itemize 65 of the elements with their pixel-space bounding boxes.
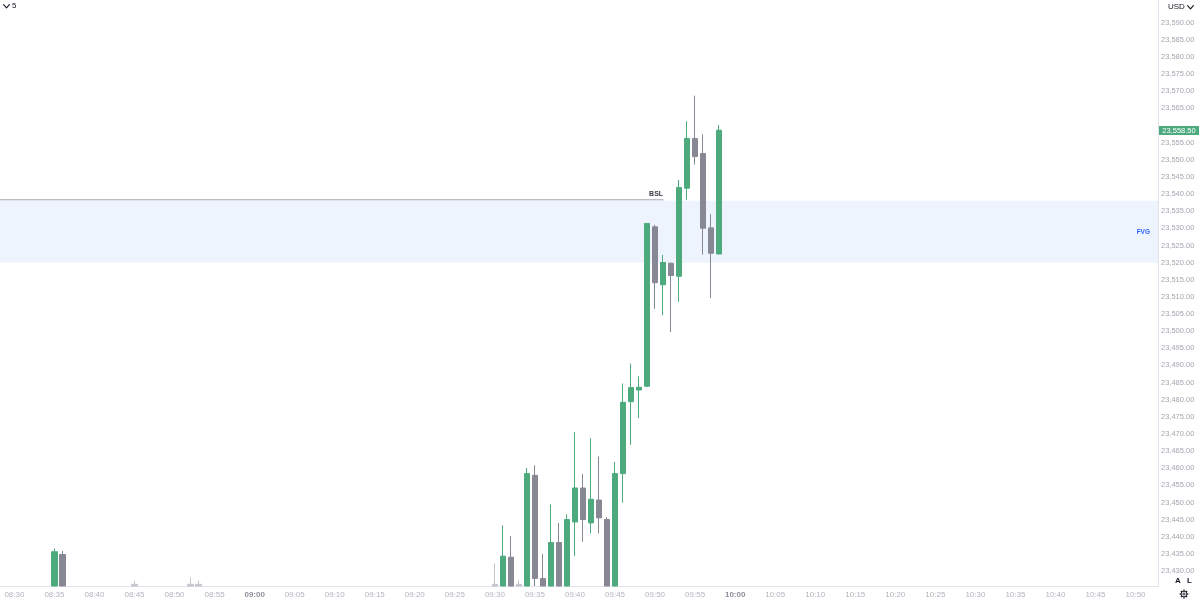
candlestick [51,548,58,587]
x-tick-label: 10:50 [1125,589,1147,599]
candlestick [636,375,642,419]
x-tick-label: 10:10 [805,589,826,599]
x-tick-label: 08:35 [44,589,65,599]
x-tick-label: 09:45 [605,589,626,599]
candlestick [668,262,674,333]
candlestick [500,524,506,587]
x-tick-label: 10:30 [965,589,986,599]
x-tick-label: 10:20 [885,589,906,599]
x-tick-label: 09:05 [284,589,306,599]
candlestick [540,553,546,587]
candlestick [628,363,634,446]
x-tick-label: 10:45 [1085,589,1107,599]
x-tick-label: 10:35 [1005,589,1026,599]
candlestick [588,437,594,535]
candlestick [692,95,698,165]
x-tick-label: 10:40 [1045,589,1067,599]
annotation: 5 [12,1,17,10]
x-tick-label: 09:55 [685,589,706,599]
candlestick [532,464,538,587]
candlestick [660,254,666,316]
candlestick [644,222,650,388]
x-tick-label: 09:15 [364,589,386,599]
candlestick [708,213,714,299]
x-tick-label: 10:25 [925,589,946,599]
candlestick [508,535,514,587]
x-tick-label: 08:55 [204,589,226,599]
x-tick-label: 10:00 [724,589,746,599]
x-tick-label: 09:35 [524,589,546,599]
candlestick [548,503,554,587]
candlestick [596,455,602,535]
candlestick [564,513,570,587]
y-axis-title: USD [1168,2,1185,11]
x-tick-label: 08:50 [164,589,186,599]
candlestick [524,467,530,587]
x-tick-label: 10:05 [765,589,786,599]
candlestick [572,431,578,557]
x-tick-label: 08:40 [84,589,106,599]
x-tick-label: 09:25 [444,589,466,599]
candlestick [652,224,658,310]
candlestick [59,550,66,587]
candlestick [716,124,722,256]
x-tick-label: 08:45 [124,589,146,599]
candlestick [612,461,618,587]
candlestick [580,473,586,543]
candlestick [131,580,138,587]
candlestick [556,522,562,587]
x-tick-label: 09:30 [484,589,506,599]
x-tick-label: 09:20 [404,589,426,599]
candlestick [620,382,626,504]
candlestick [604,516,610,587]
x-tick-label: 09:50 [645,589,666,599]
x-tick-label: 08:30 [4,589,25,599]
candlestick [700,133,706,256]
candlestick [676,179,682,303]
candlestick [492,562,498,587]
x-tick-label: 10:15 [845,589,866,599]
candlestick [516,579,522,587]
candlestick [684,120,690,201]
text: A [1175,576,1181,585]
text: L [1187,576,1192,585]
x-tick-label: 09:40 [565,589,586,599]
x-tick-label: 09:00 [244,589,266,599]
x-tick-label: 09:10 [324,589,346,599]
